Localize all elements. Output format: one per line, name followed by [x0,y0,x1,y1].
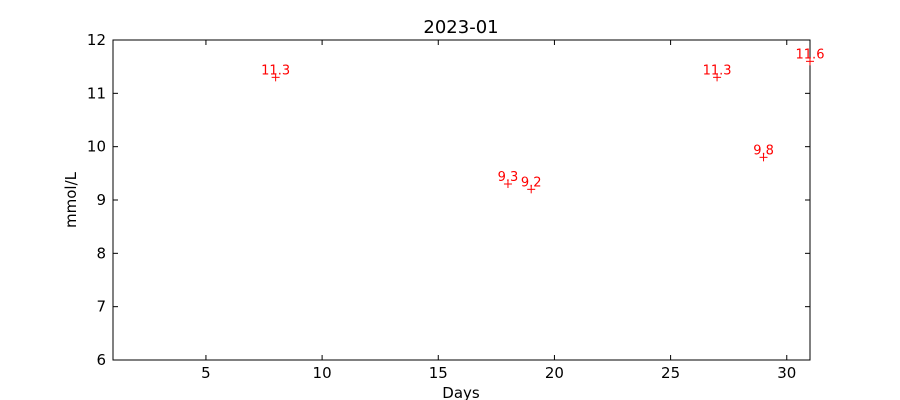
x-tick-label: 5 [201,364,211,382]
chart-title: 2023-01 [423,17,498,38]
data-label: 11.3 [261,63,290,78]
y-tick-label: 11 [87,84,106,102]
x-tick-label: 30 [777,364,796,382]
data-label: 9.2 [521,175,542,190]
y-axis-label: mmol/L [62,171,80,228]
plot-frame [112,39,811,361]
data-point: 9.2 [521,175,542,194]
points-layer: 11.3 9.3 9.2 11.3 9.8 11.6 [261,47,825,194]
y-tick-label: 6 [96,351,106,369]
y-tick-label: 10 [87,138,106,156]
x-axis-label: Days [442,384,480,400]
y-tick-label: 8 [96,244,106,262]
x-tick-label: 25 [661,364,680,382]
x-tick-label: 15 [429,364,448,382]
data-point: 9.8 [753,143,774,162]
data-point: 11.3 [261,63,290,82]
data-point: 11.3 [703,63,732,82]
x-tick-label: 20 [545,364,564,382]
data-label: 11.3 [703,63,732,78]
ticks-layer: 5 10 15 20 25 30 6 7 8 9 10 11 12 [87,31,810,382]
y-tick-label: 9 [96,191,106,209]
data-label: 9.8 [753,143,774,158]
data-label: 11.6 [796,47,825,62]
data-point: 9.3 [498,170,519,188]
x-tick-label: 10 [313,364,332,382]
data-label: 9.3 [498,170,519,185]
y-tick-label: 7 [96,298,106,316]
data-point: 11.6 [796,47,825,66]
y-tick-label: 12 [87,31,106,49]
